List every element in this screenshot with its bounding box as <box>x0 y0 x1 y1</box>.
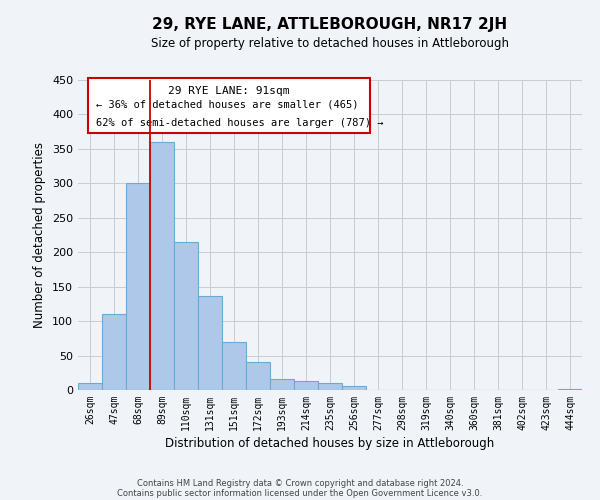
Bar <box>318 383 342 390</box>
Text: Contains public sector information licensed under the Open Government Licence v3: Contains public sector information licen… <box>118 488 482 498</box>
Bar <box>126 184 150 390</box>
Text: ← 36% of detached houses are smaller (465): ← 36% of detached houses are smaller (46… <box>95 100 358 110</box>
X-axis label: Distribution of detached houses by size in Attleborough: Distribution of detached houses by size … <box>166 437 494 450</box>
Bar <box>198 296 222 390</box>
Bar <box>222 342 246 390</box>
Text: Contains HM Land Registry data © Crown copyright and database right 2024.: Contains HM Land Registry data © Crown c… <box>137 478 463 488</box>
Text: 62% of semi-detached houses are larger (787) →: 62% of semi-detached houses are larger (… <box>95 118 383 128</box>
Text: 29, RYE LANE, ATTLEBOROUGH, NR17 2JH: 29, RYE LANE, ATTLEBOROUGH, NR17 2JH <box>152 18 508 32</box>
Bar <box>102 314 126 390</box>
Bar <box>246 362 270 390</box>
FancyBboxPatch shape <box>88 78 370 132</box>
Bar <box>78 383 102 390</box>
Bar <box>270 379 294 390</box>
Y-axis label: Number of detached properties: Number of detached properties <box>34 142 46 328</box>
Bar <box>174 242 198 390</box>
Bar <box>294 381 318 390</box>
Text: 29 RYE LANE: 91sqm: 29 RYE LANE: 91sqm <box>169 86 290 96</box>
Bar <box>558 388 582 390</box>
Bar <box>342 386 366 390</box>
Text: Size of property relative to detached houses in Attleborough: Size of property relative to detached ho… <box>151 38 509 51</box>
Bar <box>150 142 174 390</box>
